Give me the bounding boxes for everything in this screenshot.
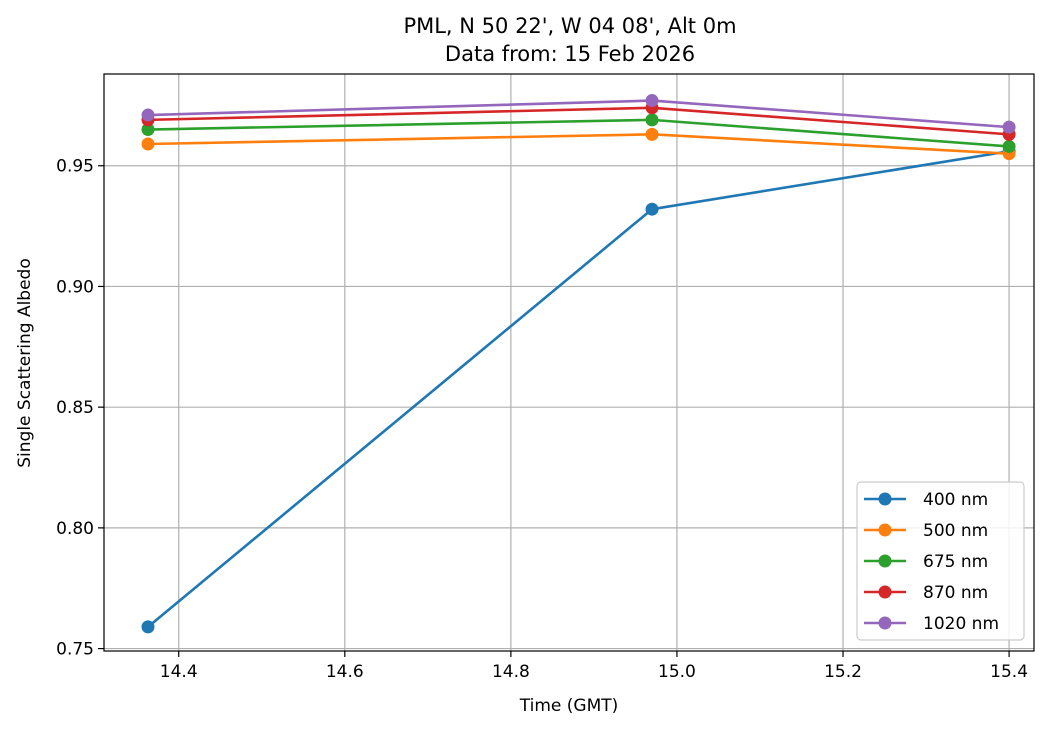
legend: 400 nm 500 nm 675 nm 870 nm 1020 nm [856, 481, 1025, 641]
x-tick-label: 14.6 [326, 662, 364, 682]
data-point [645, 94, 659, 108]
data-point [141, 137, 155, 151]
axis-ticks: 14.4 14.6 14.8 15.0 15.2 15.4 0.75 0.80 0.85 0.90… [56, 157, 1028, 682]
data-point [141, 123, 155, 137]
legend-marker [878, 585, 892, 599]
legend-marker [878, 554, 892, 568]
legend-label: 870 nm [923, 583, 988, 603]
x-tick-label: 15.2 [824, 662, 862, 682]
chart-subtitle: Data from: 15 Feb 2026 [445, 42, 695, 66]
legend-label: 500 nm [923, 521, 988, 541]
series-line [147, 99, 1010, 129]
y-tick-label: 0.90 [56, 277, 94, 297]
plot-frame [103, 73, 1035, 652]
series-group [141, 94, 1016, 634]
y-tick-label: 0.85 [56, 398, 94, 418]
series-675-nm [141, 113, 1016, 153]
series-1020-nm [141, 94, 1016, 134]
legend-marker [878, 616, 892, 630]
x-axis-label: Time (GMT) [519, 696, 619, 716]
legend-label: 1020 nm [923, 614, 999, 634]
legend-marker [878, 523, 892, 537]
series-500-nm [141, 127, 1016, 161]
data-point [141, 108, 155, 122]
legend-entry: 500 nm [864, 521, 988, 541]
x-tick-label: 14.8 [492, 662, 530, 682]
chart-title: PML, N 50 22', W 04 08', Alt 0m [403, 14, 736, 38]
legend-entry: 1020 nm [864, 614, 999, 634]
data-point [645, 202, 659, 216]
x-tick-label: 15.4 [990, 662, 1028, 682]
x-tick-label: 15.0 [658, 662, 696, 682]
data-point [141, 620, 155, 634]
data-point [645, 127, 659, 141]
y-tick-label: 0.80 [56, 519, 94, 539]
y-tick-label: 0.95 [56, 157, 94, 177]
y-axis-label: Single Scattering Albedo [15, 258, 35, 468]
legend-box [856, 481, 1025, 641]
legend-entry: 675 nm [864, 552, 988, 572]
data-point [645, 113, 659, 127]
legend-entry: 870 nm [864, 583, 988, 603]
data-point [1002, 120, 1016, 134]
legend-entry: 400 nm [864, 490, 988, 510]
x-tick-label: 14.4 [160, 662, 198, 682]
legend-label: 400 nm [923, 490, 988, 510]
y-tick-label: 0.75 [56, 640, 94, 660]
legend-label: 675 nm [923, 552, 988, 572]
legend-marker [878, 492, 892, 506]
data-point [1002, 139, 1016, 153]
grid [104, 74, 1034, 651]
